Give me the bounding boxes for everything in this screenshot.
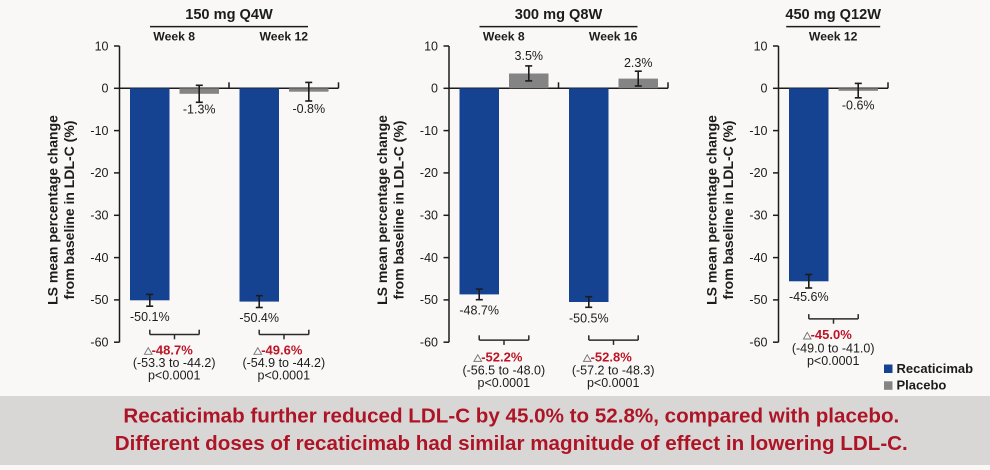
- svg-text:Recaticimab further reduced LD: Recaticimab further reduced LDL-C by 45.…: [123, 405, 899, 428]
- svg-text:Week 12: Week 12: [809, 30, 858, 44]
- svg-text:-45.6%: -45.6%: [789, 290, 829, 304]
- svg-text:-10: -10: [90, 124, 108, 138]
- svg-text:Recaticimab: Recaticimab: [897, 361, 974, 376]
- svg-text:Week 16: Week 16: [589, 30, 638, 44]
- svg-text:2.3%: 2.3%: [624, 56, 653, 70]
- svg-text:from baseline in LDL-C (%): from baseline in LDL-C (%): [720, 121, 736, 300]
- svg-text:-20: -20: [420, 166, 438, 180]
- svg-text:300 mg Q8W: 300 mg Q8W: [515, 7, 603, 23]
- svg-text:450 mg Q12W: 450 mg Q12W: [785, 7, 881, 23]
- svg-text:-0.8%: -0.8%: [292, 102, 325, 116]
- svg-text:-50: -50: [420, 293, 438, 307]
- svg-text:-60: -60: [749, 336, 767, 350]
- svg-text:(-54.9 to -44.2): (-54.9 to -44.2): [242, 356, 325, 370]
- svg-text:p<0.0001: p<0.0001: [587, 376, 640, 390]
- svg-text:Different doses of recaticimab: Different doses of recaticimab had simil…: [115, 432, 908, 455]
- svg-text:LS mean percentage change: LS mean percentage change: [45, 115, 61, 305]
- svg-text:0: 0: [431, 82, 438, 96]
- svg-text:150 mg Q4W: 150 mg Q4W: [185, 7, 273, 23]
- svg-text:Week 8: Week 8: [483, 30, 525, 44]
- svg-text:0: 0: [761, 82, 768, 96]
- svg-text:from baseline in LDL-C (%): from baseline in LDL-C (%): [391, 121, 407, 300]
- svg-text:-50.4%: -50.4%: [239, 311, 279, 325]
- svg-text:-50: -50: [749, 293, 767, 307]
- svg-text:-10: -10: [420, 124, 438, 138]
- svg-text:-40: -40: [420, 251, 438, 265]
- svg-text:-48.7%: -48.7%: [152, 343, 194, 358]
- svg-text:10: 10: [754, 39, 768, 53]
- svg-text:LS mean percentage change: LS mean percentage change: [704, 115, 720, 305]
- svg-text:-1.3%: -1.3%: [183, 102, 216, 116]
- svg-text:-48.7%: -48.7%: [459, 304, 499, 318]
- svg-text:p<0.0001: p<0.0001: [258, 368, 311, 382]
- svg-text:Placebo: Placebo: [897, 378, 947, 393]
- svg-text:-30: -30: [420, 209, 438, 223]
- svg-text:0: 0: [102, 82, 109, 96]
- svg-text:LS mean percentage change: LS mean percentage change: [374, 115, 390, 305]
- svg-text:-52.8%: -52.8%: [591, 350, 633, 365]
- svg-text:-50: -50: [90, 293, 108, 307]
- svg-text:3.5%: 3.5%: [515, 49, 544, 63]
- svg-text:-20: -20: [90, 166, 108, 180]
- svg-text:p<0.0001: p<0.0001: [478, 376, 531, 390]
- svg-text:-50.1%: -50.1%: [130, 310, 170, 324]
- svg-text:-20: -20: [749, 166, 767, 180]
- svg-text:10: 10: [95, 39, 109, 53]
- svg-text:10: 10: [424, 39, 438, 53]
- svg-text:-52.2%: -52.2%: [481, 350, 523, 365]
- svg-text:-30: -30: [749, 209, 767, 223]
- svg-text:-49.6%: -49.6%: [261, 343, 303, 358]
- svg-text:(-53.3 to -44.2): (-53.3 to -44.2): [133, 356, 216, 370]
- svg-text:(-57.2 to -48.3): (-57.2 to -48.3): [572, 363, 655, 377]
- svg-text:p<0.0001: p<0.0001: [148, 368, 201, 382]
- svg-text:-50.5%: -50.5%: [569, 312, 609, 326]
- svg-text:-45.0%: -45.0%: [811, 327, 853, 342]
- svg-text:-40: -40: [90, 251, 108, 265]
- svg-text:from baseline in LDL-C (%): from baseline in LDL-C (%): [61, 121, 77, 300]
- svg-text:-30: -30: [90, 209, 108, 223]
- svg-text:-60: -60: [90, 336, 108, 350]
- svg-text:-0.6%: -0.6%: [842, 99, 875, 113]
- svg-text:Week 8: Week 8: [153, 30, 195, 44]
- svg-text:p<0.0001: p<0.0001: [807, 354, 860, 368]
- svg-text:-60: -60: [420, 336, 438, 350]
- svg-text:Week 12: Week 12: [260, 30, 309, 44]
- svg-text:-10: -10: [749, 124, 767, 138]
- svg-text:-40: -40: [749, 251, 767, 265]
- svg-text:(-56.5 to -48.0): (-56.5 to -48.0): [462, 363, 545, 377]
- svg-text:(-49.0 to -41.0): (-49.0 to -41.0): [792, 341, 875, 355]
